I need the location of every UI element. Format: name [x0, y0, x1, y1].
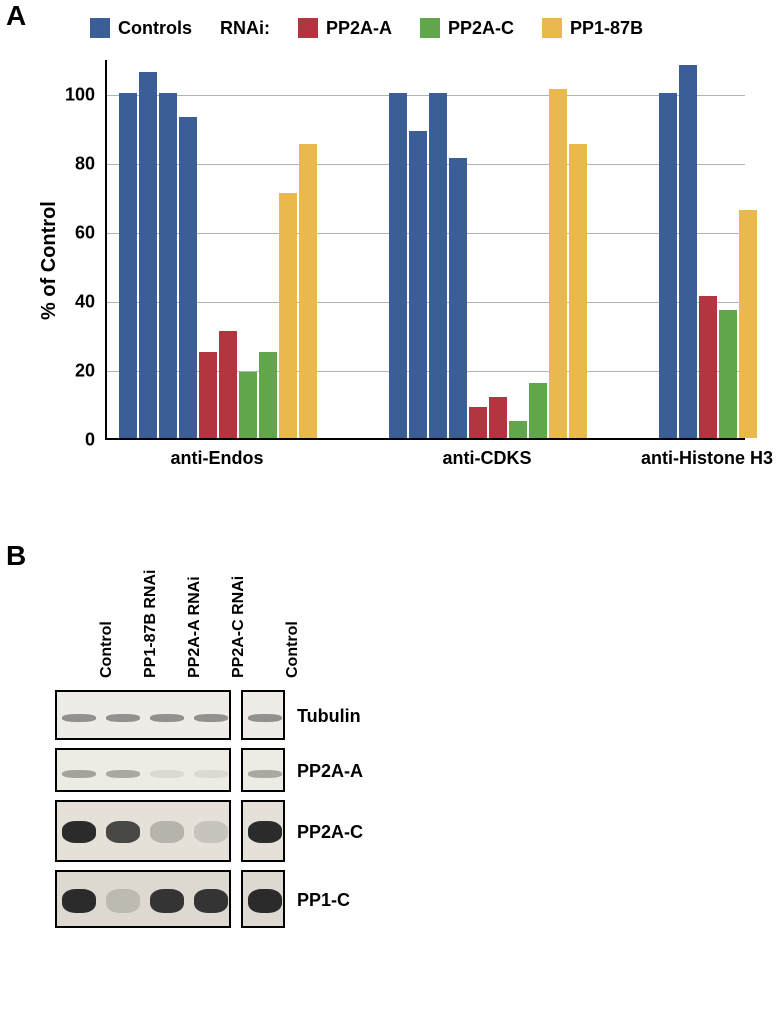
bar [259, 352, 277, 438]
panel-b: Control PP1-87B RNAi PP2A-A RNAi PP2A-C RNA… [20, 540, 480, 1010]
band [248, 889, 282, 913]
legend-controls-label: Controls [118, 18, 192, 39]
band [150, 889, 184, 913]
band [150, 714, 184, 722]
band [248, 821, 282, 843]
band [62, 770, 96, 778]
bar [389, 93, 407, 438]
legend-pp2a-a: PP2A-A [298, 18, 392, 39]
band [62, 821, 96, 843]
blot-row: PP2A-C [55, 800, 315, 862]
blot-row: PP1-C [55, 870, 315, 928]
band [62, 889, 96, 913]
blot-row: Tubulin [55, 690, 315, 740]
band [194, 889, 228, 913]
group-label: anti-Histone H3 [641, 448, 773, 469]
bar [469, 407, 487, 438]
gridline [107, 95, 745, 96]
swatch-pp2a-a [298, 18, 318, 38]
bar [659, 93, 677, 438]
legend: Controls RNAi: PP2A-A PP2A-C PP1-87B [90, 10, 740, 46]
bar [719, 310, 737, 438]
legend-pp2a-a-label: PP2A-A [326, 18, 392, 39]
blot-row: PP2A-A [55, 748, 315, 792]
blot-box [241, 800, 285, 862]
blot-box [55, 690, 231, 740]
bar [739, 210, 757, 438]
band [106, 889, 140, 913]
bar [239, 372, 257, 438]
panel-a: Controls RNAi: PP2A-A PP2A-C PP1-87B % o… [20, 0, 760, 510]
blot-box [55, 748, 231, 792]
bar [549, 89, 567, 438]
bar [569, 144, 587, 438]
lane-label: Control [98, 621, 116, 678]
blot-row-label: PP2A-A [297, 761, 363, 782]
band [194, 714, 228, 722]
bar [279, 193, 297, 438]
group-label: anti-Endos [171, 448, 264, 469]
band [194, 770, 228, 778]
blot-row-label: PP1-C [297, 890, 350, 911]
chart-area [105, 60, 745, 440]
bar [529, 383, 547, 438]
y-tick-label: 100 [20, 84, 95, 105]
blot-box [241, 690, 285, 740]
bar [699, 296, 717, 438]
y-tick-label: 20 [20, 360, 95, 381]
legend-rnai-label: RNAi: [220, 18, 270, 39]
bar [429, 93, 447, 438]
band [248, 770, 282, 778]
band [248, 714, 282, 722]
legend-pp2a-c: PP2A-C [420, 18, 514, 39]
band [106, 714, 140, 722]
band [106, 821, 140, 843]
bar [119, 93, 137, 438]
bar [409, 131, 427, 438]
band [62, 714, 96, 722]
legend-controls: Controls [90, 18, 192, 39]
bar [199, 352, 217, 438]
bar [449, 158, 467, 438]
swatch-controls [90, 18, 110, 38]
figure: A Controls RNAi: PP2A-A PP2A-C PP1-87B % [0, 0, 782, 1023]
legend-pp1-87b: PP1-87B [542, 18, 643, 39]
bar [179, 117, 197, 438]
gridline [107, 440, 745, 441]
y-tick-label: 80 [20, 153, 95, 174]
band [106, 770, 140, 778]
lane-label: PP2A-A RNAi [186, 576, 204, 678]
legend-pp2a-c-label: PP2A-C [448, 18, 514, 39]
blot-stack: Tubulin PP2A-A PP2A-C PP1-C [55, 690, 315, 936]
blot-row-label: PP2A-C [297, 822, 363, 843]
blot-row-label: Tubulin [297, 706, 361, 727]
bar [679, 65, 697, 438]
lane-label: PP2A-C RNAi [230, 576, 248, 678]
bar [219, 331, 237, 438]
band [150, 821, 184, 843]
blot-box [241, 870, 285, 928]
blot-box [241, 748, 285, 792]
y-tick-label: 0 [20, 430, 95, 451]
legend-pp1-87b-label: PP1-87B [570, 18, 643, 39]
y-tick-label: 60 [20, 222, 95, 243]
band [194, 821, 228, 843]
swatch-pp1-87b [542, 18, 562, 38]
bar [159, 93, 177, 438]
bar [489, 397, 507, 438]
blot-box [55, 800, 231, 862]
bar [299, 144, 317, 438]
y-tick-label: 40 [20, 291, 95, 312]
group-label: anti-CDKS [443, 448, 532, 469]
lane-labels: Control PP1-87B RNAi PP2A-A RNAi PP2A-C RNA… [70, 540, 320, 680]
blot-box [55, 870, 231, 928]
swatch-pp2a-c [420, 18, 440, 38]
bar [139, 72, 157, 438]
lane-label: Control [284, 621, 302, 678]
band [150, 770, 184, 778]
bar [509, 421, 527, 438]
lane-label: PP1-87B RNAi [142, 570, 160, 678]
